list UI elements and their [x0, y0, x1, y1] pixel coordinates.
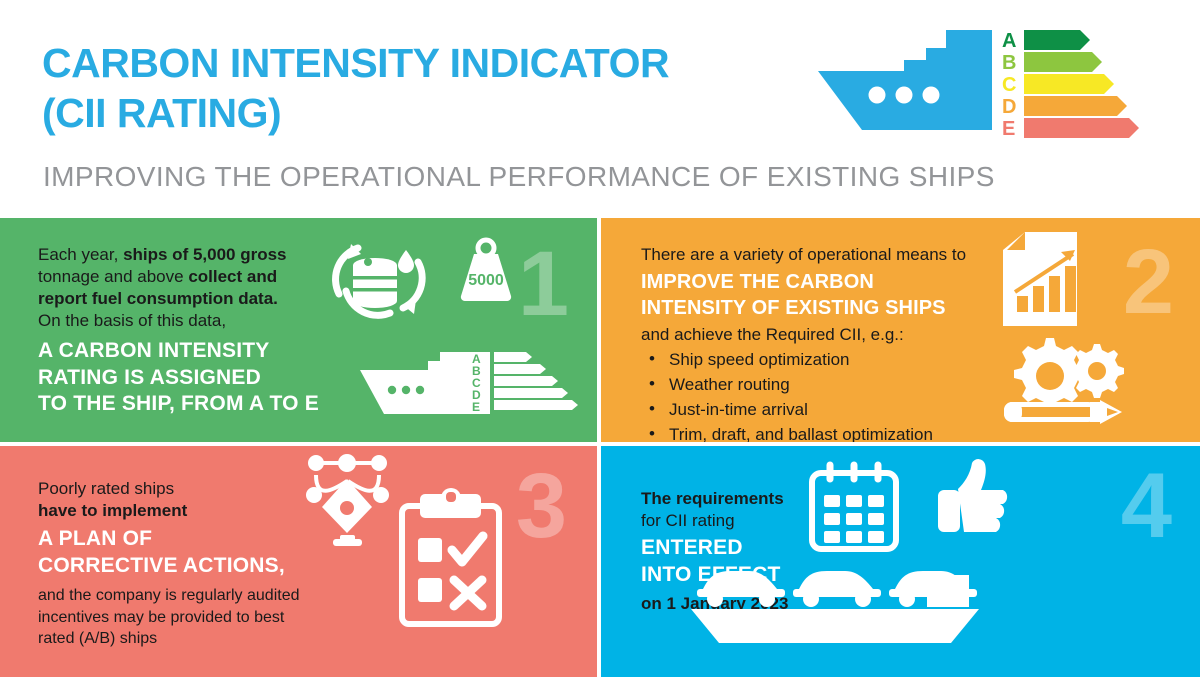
p4-l2: for CII rating: [641, 511, 735, 531]
panel-2-text: There are a variety of operational means…: [641, 244, 1011, 442]
icon-bar-d: [494, 388, 568, 398]
p4-l1: The requirements: [641, 489, 784, 508]
trend-line: [1013, 252, 1075, 294]
porthole-icon: [922, 86, 940, 104]
p3-l1: Poorly rated ships: [38, 479, 175, 498]
panel-2-number: 2: [1122, 231, 1174, 333]
p3-l2: have to implement: [38, 501, 188, 521]
p1-l4: On the basis of this data,: [38, 311, 227, 331]
checkbox-icon: [418, 578, 442, 602]
rating-bar-e: [1024, 118, 1139, 138]
panel-1: 1 Each year, ships of 5,000 gross tonnag…: [0, 218, 601, 446]
calendar-icon: [809, 461, 899, 552]
icon-letter-c: C: [472, 376, 481, 390]
panel-4-number: 4: [1120, 455, 1172, 557]
icon-bar-b: [494, 364, 546, 374]
icon-letter-e: E: [472, 400, 480, 414]
list-item: Just-in-time arrival: [641, 397, 1011, 423]
anchor-point-icon: [373, 487, 389, 503]
rating-bar-b: [1024, 52, 1102, 72]
car-icon: [793, 571, 881, 607]
porthole-icon: [387, 385, 397, 395]
weight-label: 5000: [468, 272, 504, 289]
anchor-point-icon: [306, 487, 322, 503]
porthole-icon: [868, 86, 886, 104]
check-icon: [447, 531, 488, 567]
p1-l1b: ships of 5,000 gross: [123, 245, 287, 264]
rating-bar-a: [1024, 30, 1090, 50]
oil-droplet-icon: [398, 250, 414, 273]
p2-headline: IMPROVE THE CARBON INTENSITY OF EXISTING…: [641, 271, 946, 320]
rating-letter-d: D: [1002, 96, 1016, 118]
checkbox-icon: [418, 538, 442, 562]
p2-bullet-list: Ship speed optimization Weather routing …: [641, 347, 1011, 442]
panel-3-number: 3: [515, 455, 567, 557]
car-icon: [697, 571, 785, 607]
fuel-barrel-recycle-icon: [332, 244, 426, 319]
p2-lead: There are a variety of operational means…: [641, 245, 967, 264]
p1-l3: report fuel consumption data.: [38, 289, 278, 309]
ship-icon: [818, 30, 992, 130]
weight-5000-icon: 5000: [460, 237, 512, 302]
icon-bar-c: [494, 376, 558, 386]
icon-bar-a: [494, 352, 532, 362]
ship-rating-icon: A B C D E: [360, 352, 578, 414]
list-item: Trim, draft, and ballast optimization: [641, 422, 1011, 442]
thumbs-up-icon: [938, 459, 1008, 532]
anchor-point-icon: [371, 455, 387, 471]
porthole-icon: [415, 385, 425, 395]
list-item: Weather routing: [641, 372, 1011, 398]
icon-letter-b: B: [472, 364, 481, 378]
p3-tail: and the company is regularly audited inc…: [38, 587, 300, 648]
rating-letter-b: B: [1002, 52, 1016, 74]
icon-letter-a: A: [472, 352, 481, 366]
icon-letter-d: D: [472, 388, 481, 402]
panel-3: 3 Poorly rated ships have to implement A…: [0, 446, 601, 677]
anchor-point-icon: [308, 455, 324, 471]
header: CARBON INTENSITY INDICATOR (CII RATING) …: [0, 0, 1200, 218]
barrel-icon: [353, 258, 397, 308]
clipboard-check-cross-icon: [399, 488, 502, 627]
page-subtitle: IMPROVING THE OPERATIONAL PERFORMANCE OF…: [43, 161, 995, 192]
p3-headline: A PLAN OF CORRECTIVE ACTIONS,: [38, 527, 285, 578]
p1-l2a: tonnage and above: [38, 267, 189, 287]
p2-after: and achieve the Required CII, e.g.:: [641, 325, 904, 345]
chart-document-icon: [1003, 232, 1077, 326]
container-icon: [927, 575, 969, 607]
p1-l1a: Each year,: [38, 245, 124, 264]
rating-bar-d: [1024, 96, 1127, 116]
rating-bar-c: [1024, 74, 1114, 94]
cross-icon: [449, 575, 487, 611]
panel-4: 4 The requirements for CII rating ENTERE…: [601, 446, 1200, 677]
rating-letter-a: A: [1002, 30, 1016, 52]
icon-bar-e: [494, 400, 578, 410]
arrow-head-icon: [348, 244, 361, 259]
car-carrier-ship-icon: [691, 571, 979, 643]
ship-rating-logo: A B C D E: [818, 26, 1183, 144]
hull-icon: [691, 609, 979, 643]
panel-1-number: 1: [517, 233, 569, 335]
panel-3-text: Poorly rated ships have to implement A P…: [38, 478, 348, 650]
p1-headline: A CARBON INTENSITY RATING IS ASSIGNED TO…: [38, 338, 319, 416]
panel-2: 2 There are a variety of operational mea…: [601, 218, 1200, 446]
panel-grid: 1 Each year, ships of 5,000 gross tonnag…: [0, 218, 1200, 677]
p1-l2b: collect and: [188, 267, 278, 287]
arrow-head-icon: [1061, 250, 1075, 261]
anchor-point-icon: [338, 454, 356, 472]
rating-letter-c: C: [1002, 74, 1016, 96]
list-item: Ship speed optimization: [641, 347, 1011, 373]
pen-tool-icon: [306, 454, 389, 546]
arrow-head-icon: [403, 300, 416, 314]
porthole-icon: [895, 86, 913, 104]
panel-1-text: Each year, ships of 5,000 gross tonnage …: [38, 244, 338, 418]
gears-pencil-icon: [1004, 338, 1124, 424]
pencil-icon: [1004, 400, 1122, 424]
logo-svg: A B C D E: [818, 30, 1139, 140]
page-title: CARBON INTENSITY INDICATOR (CII RATING): [42, 40, 670, 136]
rating-letter-e: E: [1002, 118, 1015, 140]
porthole-icon: [401, 385, 411, 395]
title-block: CARBON INTENSITY INDICATOR (CII RATING): [42, 38, 670, 138]
